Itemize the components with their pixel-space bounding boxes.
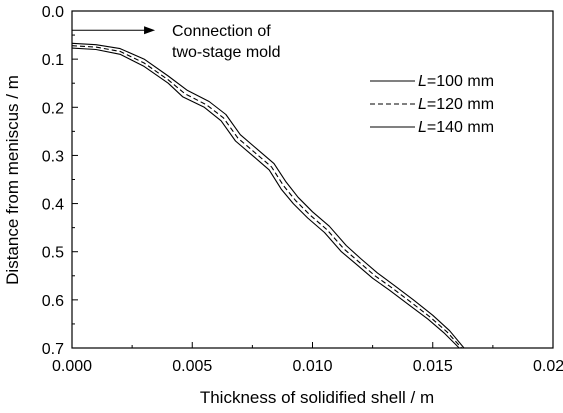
legend-symbol: L <box>418 119 427 136</box>
legend: L=100 mmL=120 mmL=140 mm <box>370 73 494 136</box>
legend-value: =120 mm <box>427 96 494 113</box>
series-lines <box>71 42 465 349</box>
legend-entry-2: L=120 mm <box>418 96 494 113</box>
x-tick-label: 0.015 <box>413 358 453 375</box>
series-line-1 <box>71 47 460 349</box>
y-tick-label: 0.4 <box>42 197 64 214</box>
x-tick-label: 0.005 <box>172 358 212 375</box>
plot-area <box>71 10 554 349</box>
plot-frame <box>71 10 554 349</box>
y-axis-label: Distance from meniscus / m <box>3 75 22 285</box>
annotation-text: Connection of <box>172 23 271 40</box>
y-tick-label: 0.3 <box>42 148 64 165</box>
annotation-arrowhead <box>144 26 156 35</box>
x-axis-label: Thickness of solidified shell / m <box>200 388 434 407</box>
series-line-2 <box>71 45 463 349</box>
x-tick-label: 0.000 <box>52 358 92 375</box>
x-axis-ticks: 0.000 0.005 0.010 0.015 0.020 <box>52 342 563 375</box>
annotation: Connection of two-stage mold <box>72 23 281 61</box>
series-line-3 <box>71 42 465 349</box>
legend-value: =100 mm <box>427 73 494 90</box>
y-tick-label: 0.6 <box>42 293 64 310</box>
legend-entry-3: L=140 mm <box>418 119 494 136</box>
legend-symbol: L <box>418 73 427 90</box>
y-tick-label: 0.5 <box>42 245 64 262</box>
y-tick-label: 0.1 <box>42 52 64 69</box>
x-tick-label: 0.020 <box>533 358 563 375</box>
y-tick-label: 0.2 <box>42 100 64 117</box>
x-tick-label: 0.010 <box>292 358 332 375</box>
annotation-text: two-stage mold <box>172 44 281 61</box>
legend-entry-1: L=100 mm <box>418 73 494 90</box>
legend-symbol: L <box>418 96 427 113</box>
y-axis-ticks: 0.0 0.1 0.2 0.3 0.4 0.5 0.6 0.7 <box>42 4 78 358</box>
y-tick-label: 0.7 <box>42 341 64 358</box>
legend-value: =140 mm <box>427 119 494 136</box>
y-tick-label: 0.0 <box>42 4 64 21</box>
